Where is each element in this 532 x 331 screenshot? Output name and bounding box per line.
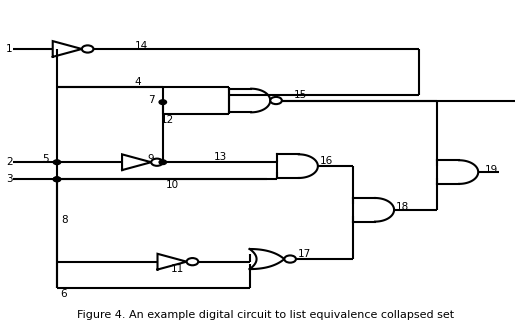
Circle shape xyxy=(53,177,61,182)
Circle shape xyxy=(270,97,282,104)
Text: 4: 4 xyxy=(135,77,141,87)
Text: 3: 3 xyxy=(6,174,13,184)
Text: 16: 16 xyxy=(320,156,333,166)
Text: 5: 5 xyxy=(42,154,48,164)
Circle shape xyxy=(53,177,61,182)
Text: 8: 8 xyxy=(62,215,68,225)
Circle shape xyxy=(159,160,167,165)
Circle shape xyxy=(82,45,94,53)
Text: 6: 6 xyxy=(60,289,66,299)
Circle shape xyxy=(159,100,167,105)
Text: 2: 2 xyxy=(6,157,13,167)
Circle shape xyxy=(53,160,61,165)
Text: 7: 7 xyxy=(148,95,154,105)
Text: 15: 15 xyxy=(294,90,307,100)
Text: 9: 9 xyxy=(148,154,154,164)
Text: 11: 11 xyxy=(171,264,184,274)
Text: 13: 13 xyxy=(213,152,227,162)
Circle shape xyxy=(151,159,163,166)
Text: 14: 14 xyxy=(135,41,148,51)
Text: 18: 18 xyxy=(396,202,409,212)
Text: 10: 10 xyxy=(166,180,179,190)
Circle shape xyxy=(284,256,296,263)
Text: 17: 17 xyxy=(298,249,311,259)
Circle shape xyxy=(187,258,198,265)
Text: 1: 1 xyxy=(6,44,13,54)
Text: 19: 19 xyxy=(485,166,498,175)
Text: Figure 4. An example digital circuit to list equivalence collapsed set: Figure 4. An example digital circuit to … xyxy=(78,310,454,320)
Text: 12: 12 xyxy=(161,115,173,124)
